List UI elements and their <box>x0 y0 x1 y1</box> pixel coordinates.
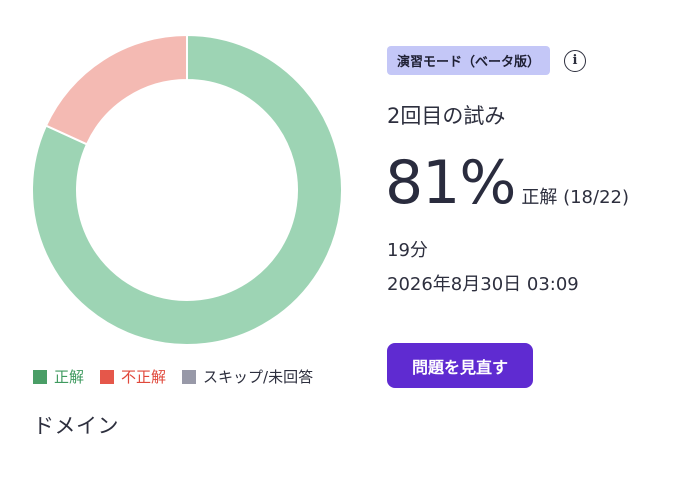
legend-label-incorrect: 不正解 <box>121 368 167 386</box>
review-questions-button[interactable]: 問題を見直す <box>387 343 533 388</box>
legend-label-correct: 正解 <box>54 368 85 386</box>
info-icon[interactable]: i <box>564 49 587 72</box>
score-detail: 正解 (18/22) <box>521 187 629 208</box>
attempt-datetime: 2026年8月30日 03:09 <box>387 274 579 295</box>
legend-swatch-incorrect <box>100 369 115 384</box>
legend-swatch-correct <box>33 369 47 384</box>
domain-heading: ドメイン <box>33 414 119 438</box>
duration: 19分 <box>387 240 428 261</box>
chart-legend: 正解 不正解 スキップ/未回答 <box>33 366 313 387</box>
score-donut-chart <box>31 33 343 346</box>
score-row: 81% 正解 (18/22) <box>385 148 629 218</box>
score-percent: 81% <box>385 148 516 218</box>
attempt-label: 2回目の試み <box>387 104 506 128</box>
donut-slice-correct <box>31 33 343 346</box>
legend-swatch-skipped <box>182 369 197 384</box>
legend-item-skipped: スキップ/未回答 <box>182 366 313 387</box>
legend-label-skipped: スキップ/未回答 <box>203 368 314 386</box>
legend-item-correct: 正解 <box>33 366 84 387</box>
practice-mode-badge: 演習モード（ベータ版） <box>387 46 551 75</box>
legend-item-incorrect: 不正解 <box>100 366 166 387</box>
mode-badge-row: 演習モード（ベータ版） i <box>387 46 587 75</box>
donut-slice-incorrect <box>44 33 188 146</box>
